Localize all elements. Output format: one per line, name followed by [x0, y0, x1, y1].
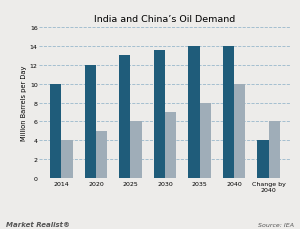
Bar	[61, 141, 73, 179]
Text: Market Realist®: Market Realist®	[6, 221, 70, 227]
Y-axis label: Million Barrels per Day: Million Barrels per Day	[21, 65, 27, 141]
Bar	[257, 141, 268, 179]
Text: Source: IEA: Source: IEA	[258, 222, 294, 227]
Bar	[154, 51, 165, 179]
Bar	[234, 84, 245, 179]
Bar	[130, 122, 142, 179]
Bar	[200, 103, 211, 179]
Bar	[223, 46, 234, 179]
Title: India and China’s Oil Demand: India and China’s Oil Demand	[94, 15, 236, 24]
Bar	[188, 46, 200, 179]
Bar	[268, 122, 280, 179]
Bar	[96, 131, 107, 179]
Bar	[50, 84, 62, 179]
Bar	[85, 65, 96, 179]
Bar	[119, 56, 130, 179]
Bar	[165, 112, 176, 179]
